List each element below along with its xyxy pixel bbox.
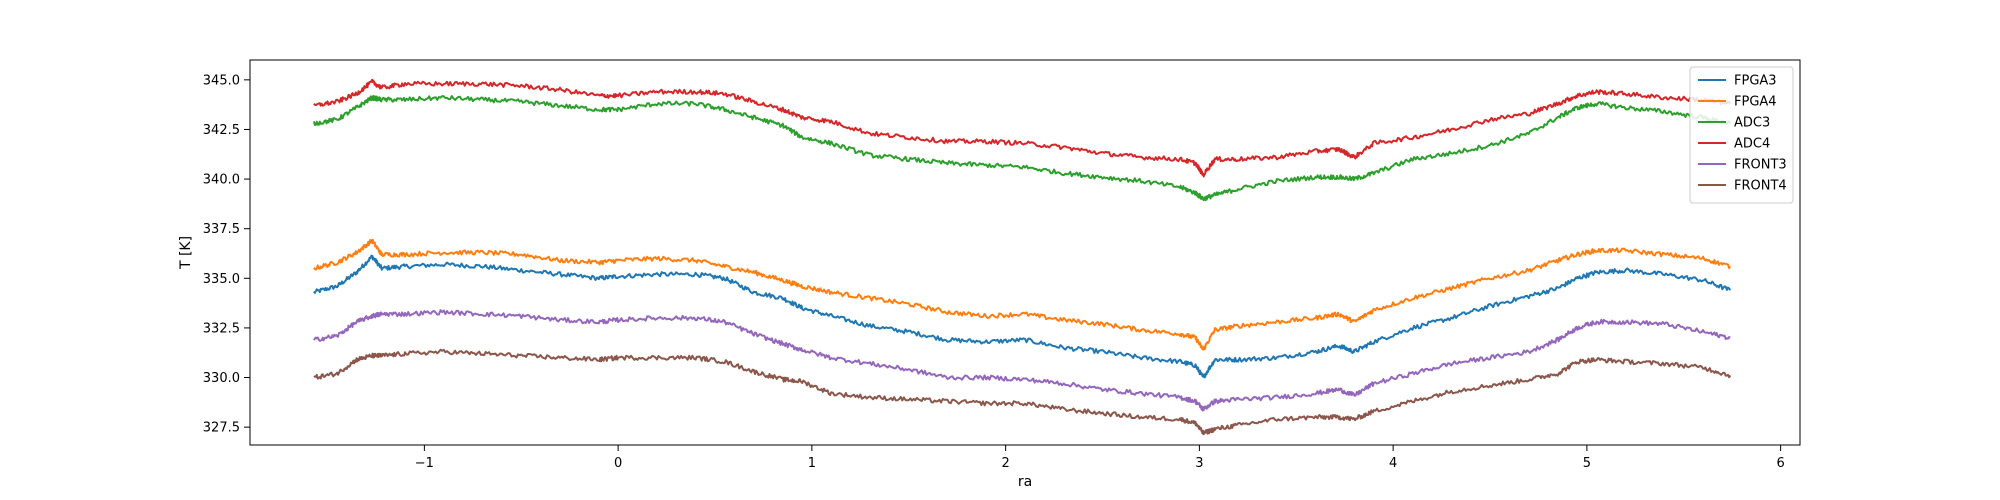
series-line-fpga4	[313, 238, 1732, 351]
y-axis: 327.5 330.0 332.5 335.0 337.5 340.0 342.5 345.0	[203, 73, 250, 436]
x-axis-label: ra	[1018, 474, 1032, 490]
legend-label-front4: FRONT4	[1734, 179, 1787, 194]
y-tick-label: 327.5	[203, 421, 240, 436]
legend-label-adc3: ADC3	[1734, 116, 1770, 131]
series-line-fpga3	[313, 254, 1732, 379]
y-axis-label: T [K]	[178, 236, 194, 270]
x-tick-label: 6	[1776, 456, 1784, 471]
legend-label-fpga4: FPGA4	[1734, 95, 1777, 110]
series-line-adc3	[312, 95, 1732, 202]
legend-label-front3: FRONT3	[1734, 158, 1787, 173]
plot-frame	[249, 59, 1801, 446]
x-tick-label: 1	[808, 456, 816, 471]
series-line-front4	[313, 348, 1732, 436]
series-line-front3	[313, 309, 1731, 412]
y-tick-label: 330.0	[203, 371, 240, 386]
y-tick-label: 340.0	[203, 173, 240, 188]
x-axis: −1 0 1 2 3 4 5 6	[415, 445, 1785, 471]
legend-label-fpga3: FPGA3	[1734, 74, 1777, 89]
y-tick-label: 332.5	[203, 321, 240, 336]
legend: FPGA3 FPGA4 ADC3 ADC4 FRONT3 FRONT4	[1689, 66, 1794, 204]
y-tick-label: 342.5	[203, 123, 240, 138]
series-line-adc4	[313, 78, 1732, 178]
x-tick-label: 2	[1001, 456, 1009, 471]
y-tick-label: 335.0	[203, 272, 240, 287]
series-layer	[312, 78, 1732, 436]
y-tick-label: 345.0	[203, 73, 240, 88]
x-tick-label: −1	[415, 456, 434, 471]
x-tick-label: 3	[1195, 456, 1203, 471]
y-tick-label: 337.5	[203, 222, 240, 237]
x-tick-label: 0	[614, 456, 622, 471]
legend-label-adc4: ADC4	[1734, 137, 1770, 152]
x-tick-label: 5	[1583, 456, 1591, 471]
x-tick-label: 4	[1389, 456, 1397, 471]
